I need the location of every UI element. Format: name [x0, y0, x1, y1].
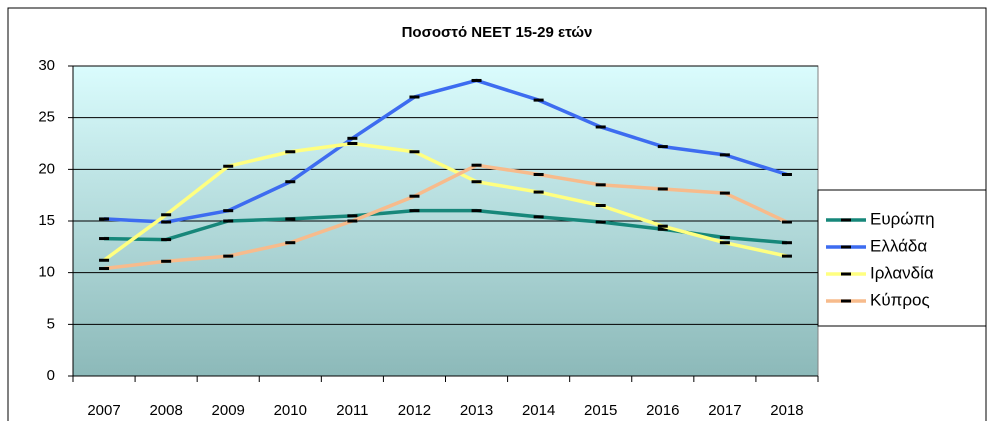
x-tick-label: 2015	[584, 402, 617, 419]
y-tick-label: 30	[38, 57, 55, 74]
x-tick-label: 2012	[398, 402, 431, 419]
x-tick-label: 2011	[336, 402, 368, 419]
legend-label: Ελλάδα	[870, 236, 927, 255]
x-tick-label: 2018	[770, 402, 803, 419]
legend-label: Ιρλανδία	[870, 263, 934, 282]
y-tick-label: 15	[38, 212, 55, 229]
y-tick-label: 25	[38, 109, 55, 126]
legend	[817, 189, 987, 327]
x-tick-label: 2017	[708, 402, 741, 419]
x-tick-label: 2010	[274, 402, 307, 419]
x-tick-label: 2013	[460, 402, 493, 419]
legend-label: Κύπρος	[870, 290, 930, 309]
x-tick-label: 2009	[212, 402, 245, 419]
x-tick-label: 2008	[149, 402, 182, 419]
series-line	[103, 141, 788, 262]
x-tick-label: 2014	[522, 402, 555, 419]
x-tick-label: 2016	[646, 402, 679, 419]
series-line	[103, 78, 788, 224]
y-tick-label: 10	[38, 264, 55, 281]
y-tick-label: 20	[38, 160, 55, 177]
x-tick-label: 2007	[87, 402, 120, 419]
legend-label: Ευρώπη	[870, 209, 935, 228]
y-tick-label: 0	[47, 367, 55, 384]
chart-title: Ποσοστό NEET 15-29 ετών	[402, 24, 593, 41]
series-line	[103, 163, 788, 271]
y-tick-label: 5	[47, 315, 55, 332]
